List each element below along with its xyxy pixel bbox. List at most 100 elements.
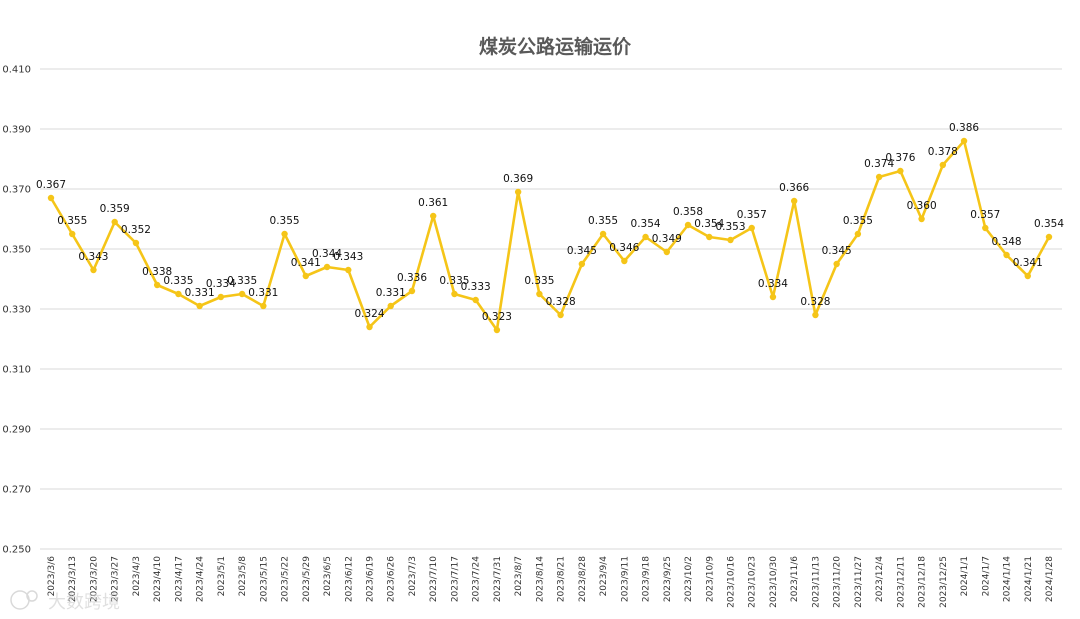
data-point: [918, 215, 925, 223]
x-tick-label: 2023/10/16: [726, 556, 736, 608]
data-point: [451, 290, 458, 298]
data-label: 0.341: [291, 257, 321, 269]
y-tick-label: 0.370: [2, 185, 31, 196]
data-label: 0.343: [78, 251, 108, 263]
data-point: [642, 233, 649, 241]
data-label: 0.369: [503, 173, 533, 185]
data-point: [345, 266, 352, 274]
x-tick-label: 2023/3/6: [47, 556, 57, 597]
data-label: 0.367: [36, 179, 66, 191]
data-label: 0.335: [524, 275, 554, 287]
x-tick-label: 2023/5/15: [259, 556, 269, 602]
x-tick-label: 2024/1/1: [960, 556, 970, 596]
data-label: 0.335: [163, 275, 193, 287]
data-point: [387, 302, 394, 310]
data-point: [281, 230, 288, 238]
x-tick-label: 2023/9/18: [642, 556, 652, 602]
data-point: [557, 311, 564, 319]
data-label: 0.359: [100, 203, 130, 215]
x-tick-label: 2023/4/10: [153, 556, 163, 602]
data-label: 0.334: [758, 278, 788, 290]
x-tick-label: 2023/7/3: [408, 556, 418, 596]
x-tick-label: 2024/1/28: [1045, 556, 1055, 602]
x-tick-label: 2023/10/23: [748, 556, 758, 608]
data-point: [578, 260, 586, 268]
data-point: [897, 167, 904, 175]
x-tick-label: 2023/4/3: [132, 556, 142, 596]
data-point: [982, 224, 989, 232]
data-point: [790, 197, 798, 205]
data-point: [833, 260, 840, 268]
data-label: 0.345: [822, 245, 852, 257]
x-tick-label: 2023/6/19: [366, 556, 376, 602]
x-tick-label: 2023/4/24: [196, 556, 206, 602]
data-label: 0.354: [631, 218, 661, 230]
x-axis: 2023/3/6 2023/3/13 2023/3/20 2023/3/27 2023/…: [47, 556, 1055, 608]
y-axis: 0.250 0.270 0.290 0.310 0.330 0.350 0.370 0.390…: [2, 65, 31, 556]
x-tick-label: 2023/10/30: [769, 556, 779, 608]
data-label: 0.357: [737, 209, 767, 221]
x-tick-label: 2023/11/13: [811, 556, 821, 608]
data-point: [196, 302, 203, 310]
x-tick-label: 2023/5/1: [217, 556, 227, 596]
x-tick-label: 2023/5/22: [281, 556, 291, 602]
x-tick-label: 2024/1/14: [1003, 556, 1013, 602]
data-label: 0.341: [1013, 257, 1043, 269]
x-tick-label: 2023/11/20: [833, 556, 843, 608]
data-label: 0.355: [588, 215, 618, 227]
data-point: [69, 230, 76, 238]
data-point: [663, 248, 670, 256]
y-tick-label: 0.390: [2, 125, 31, 136]
x-tick-label: 2024/1/21: [1024, 556, 1034, 602]
data-label: 0.376: [885, 152, 915, 164]
data-point: [960, 137, 968, 145]
data-point: [939, 161, 947, 169]
data-label: 0.355: [843, 215, 873, 227]
x-tick-label: 2023/5/8: [238, 556, 248, 597]
data-labels: 0.3670.3550.3430.3590.3520.3380.3350.331…: [36, 122, 1064, 323]
data-point: [90, 266, 97, 274]
data-point: [727, 236, 734, 244]
x-tick-label: 2023/12/25: [939, 556, 949, 608]
data-point: [472, 296, 479, 304]
series-path: [49, 139, 1051, 332]
data-label: 0.349: [652, 233, 682, 245]
data-point: [706, 233, 713, 241]
x-tick-label: 2023/8/28: [578, 556, 588, 602]
data-point: [260, 302, 267, 310]
data-point: [175, 290, 182, 298]
data-point: [153, 281, 161, 289]
x-tick-label: 2024/1/7: [981, 556, 991, 596]
data-point: [493, 326, 501, 334]
data-label: 0.331: [376, 287, 406, 299]
watermark-logo: [10, 590, 38, 610]
data-label: 0.333: [461, 281, 491, 293]
data-label: 0.335: [227, 275, 257, 287]
data-point: [536, 290, 543, 298]
data-point: [621, 257, 628, 265]
x-tick-label: 2023/4/17: [174, 556, 184, 602]
data-point: [47, 194, 55, 202]
data-label: 0.354: [1034, 218, 1064, 230]
y-tick-label: 0.270: [2, 485, 31, 496]
data-label: 0.336: [397, 272, 427, 284]
data-point: [366, 323, 373, 331]
data-label: 0.353: [715, 221, 745, 233]
data-point: [748, 224, 755, 232]
x-tick-label: 2023/11/27: [854, 556, 864, 608]
x-tick-label: 2023/6/5: [323, 556, 333, 596]
x-tick-label: 2023/7/24: [472, 556, 482, 602]
x-tick-label: 2023/3/27: [111, 556, 121, 602]
y-tick-label: 0.410: [2, 65, 31, 76]
data-label: 0.360: [907, 200, 937, 212]
data-label: 0.331: [185, 287, 215, 299]
data-point: [302, 272, 310, 280]
watermark-text: 大数跨境: [48, 592, 120, 613]
data-label: 0.361: [418, 197, 448, 209]
x-tick-label: 2023/5/29: [302, 556, 312, 602]
data-point: [1024, 272, 1031, 280]
x-tick-label: 2023/7/17: [450, 556, 460, 602]
data-point: [238, 290, 246, 298]
data-label: 0.338: [142, 266, 172, 278]
